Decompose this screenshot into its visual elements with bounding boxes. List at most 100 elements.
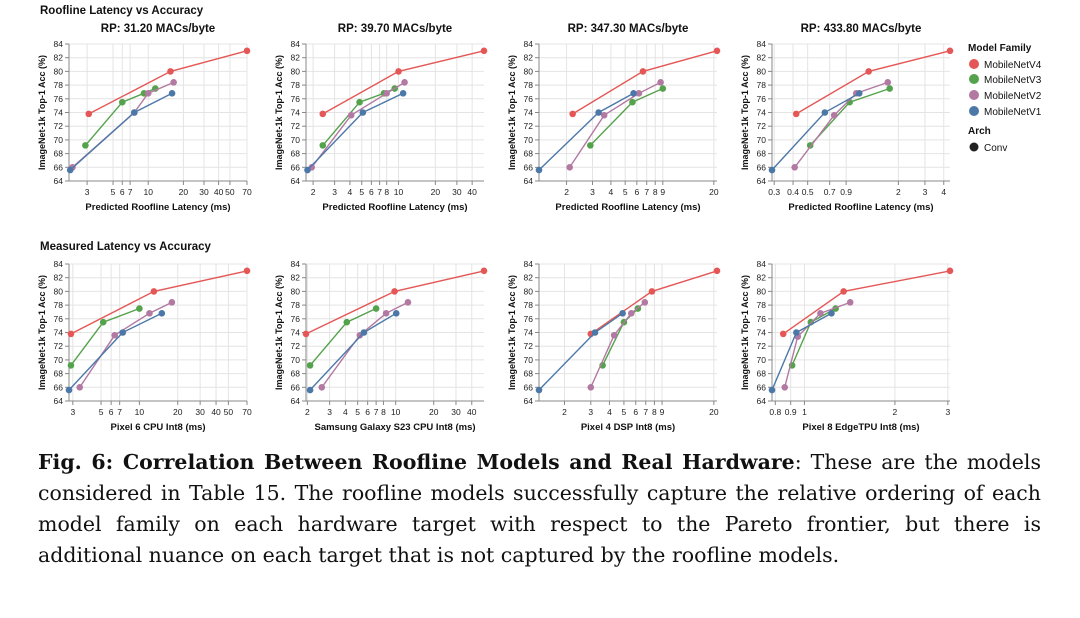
y-tick-label: 80	[757, 286, 767, 296]
x-tick-label: 2	[562, 407, 567, 417]
data-point-mobilenetv3	[67, 362, 75, 369]
data-point-mobilenetv3	[306, 362, 314, 369]
x-tick-label: 4	[941, 187, 946, 197]
x-tick-label: 30	[452, 187, 462, 197]
series-line-mobilenetv1	[771, 312, 832, 391]
series-line-mobilenetv2	[79, 301, 173, 388]
data-point-mobilenetv1	[65, 386, 73, 394]
x-axis-label: Pixel 4 DSP Int8 (ms)	[581, 422, 675, 433]
chart-panel-1: 64 66 68 70 72 74 76 78 80 82 84 3 5 6 7 10 20 30 40 50 70 RP…	[37, 23, 252, 213]
figure-caption: Fig. 6: Correlation Between Roofline Mod…	[38, 447, 1041, 571]
data-point-mobilenetv2	[587, 384, 595, 391]
x-tick-label: 3	[70, 407, 75, 417]
y-tick-label: 70	[757, 355, 767, 365]
legend-label-mobilenetv3: MobileNetV3	[984, 75, 1042, 86]
data-point-mobilenetv1	[630, 90, 637, 97]
data-point-mobilenetv2	[170, 79, 177, 86]
x-tick-label: 3	[85, 187, 90, 197]
x-tick-label: 20	[173, 407, 183, 417]
chart-title: RP: 347.30 MACs/byte	[568, 23, 689, 35]
x-tick-label: 10	[143, 187, 153, 197]
series-line-mobilenetv4	[795, 50, 951, 115]
legend-swatch-mobilenetv3	[969, 74, 979, 84]
x-axis-label: Predicted Roofline Latency (ms)	[322, 202, 467, 213]
data-point-mobilenetv1	[359, 109, 367, 116]
x-axis-label: Samsung Galaxy S23 CPU Int8 (ms)	[314, 422, 475, 433]
data-point-mobilenetv3	[82, 142, 89, 149]
y-tick-label: 82	[524, 53, 534, 63]
x-tick-label: 0.9	[840, 187, 852, 197]
data-point-mobilenetv1	[855, 90, 863, 97]
x-tick-label: 6	[120, 187, 125, 197]
x-tick-label: 7	[644, 187, 649, 197]
section-title-roofline: Roofline Latency vs Accuracy	[40, 5, 204, 17]
y-tick-label: 72	[54, 341, 64, 351]
y-tick-label: 66	[524, 162, 534, 172]
data-point-mobilenetv4	[713, 267, 721, 275]
y-tick-label: 84	[291, 259, 301, 269]
y-tick-label: 80	[757, 66, 767, 76]
data-point-mobilenetv1	[130, 109, 138, 116]
data-point-mobilenetv3	[118, 98, 126, 106]
chart-panel-8: 64 66 68 70 72 74 76 78 80 82 84 0.8 0.9 1 2 3 Pixel 8 E…	[740, 259, 954, 433]
data-point-mobilenetv2	[817, 310, 824, 317]
x-tick-label: 10	[394, 187, 404, 197]
y-tick-label: 70	[524, 135, 534, 145]
legend-swatch-conv	[969, 142, 979, 152]
legend-title-arch: Arch	[968, 126, 991, 137]
caption-text: : These are the models considered in Tab…	[38, 450, 1041, 567]
data-point-mobilenetv4	[85, 110, 93, 118]
y-tick-label: 72	[757, 341, 767, 351]
y-tick-label: 74	[54, 108, 64, 118]
x-tick-label: 3	[923, 187, 928, 197]
data-point-mobilenetv2	[791, 164, 798, 171]
data-point-mobilenetv3	[319, 142, 327, 149]
y-axis-label: ImageNet-1k Top-1 Acc (%)	[507, 55, 517, 170]
data-point-mobilenetv2	[635, 90, 643, 97]
data-point-mobilenetv4	[569, 110, 576, 118]
y-tick-label: 72	[291, 121, 301, 131]
x-tick-label: 7	[377, 187, 382, 197]
legend-swatch-mobilenetv4	[969, 59, 979, 69]
y-tick-label: 70	[757, 135, 767, 145]
x-tick-label: 8	[381, 407, 386, 417]
y-tick-label: 74	[524, 108, 534, 118]
data-point-mobilenetv2	[566, 164, 573, 171]
data-point-mobilenetv4	[302, 330, 310, 338]
legend-label-conv: Conv	[984, 143, 1007, 154]
y-tick-label: 78	[54, 80, 64, 90]
x-tick-label: 2	[896, 187, 901, 197]
y-tick-label: 76	[757, 314, 767, 324]
x-tick-label: 20	[429, 407, 439, 417]
y-axis-label: ImageNet-1k Top-1 Acc (%)	[274, 55, 284, 170]
data-point-mobilenetv3	[587, 142, 594, 149]
x-tick-label: 50	[225, 187, 235, 197]
x-tick-label: 6	[109, 407, 114, 417]
series-line-mobilenetv2	[784, 301, 851, 388]
y-tick-label: 64	[757, 176, 767, 186]
y-tick-label: 84	[54, 259, 64, 269]
y-tick-label: 82	[524, 273, 534, 283]
data-point-mobilenetv4	[67, 330, 75, 338]
x-tick-label: 70	[242, 187, 252, 197]
y-tick-label: 66	[291, 162, 301, 172]
data-point-mobilenetv4	[480, 47, 488, 55]
data-point-mobilenetv3	[372, 305, 380, 312]
y-tick-label: 84	[291, 39, 301, 49]
x-tick-label: 5	[622, 407, 627, 417]
x-tick-label: 0.4	[787, 187, 799, 197]
y-tick-label: 66	[524, 382, 534, 392]
y-tick-label: 78	[757, 300, 767, 310]
y-tick-label: 72	[757, 121, 767, 131]
y-tick-label: 76	[524, 94, 534, 104]
x-axis-label: Predicted Roofline Latency (ms)	[555, 202, 700, 213]
x-tick-label: 50	[224, 407, 234, 417]
y-tick-label: 84	[524, 259, 534, 269]
data-point-mobilenetv1	[828, 310, 835, 317]
x-tick-label: 0.8	[769, 407, 781, 417]
x-axis-label: Pixel 8 EdgeTPU Int8 (ms)	[802, 422, 919, 433]
data-point-mobilenetv4	[150, 288, 158, 295]
